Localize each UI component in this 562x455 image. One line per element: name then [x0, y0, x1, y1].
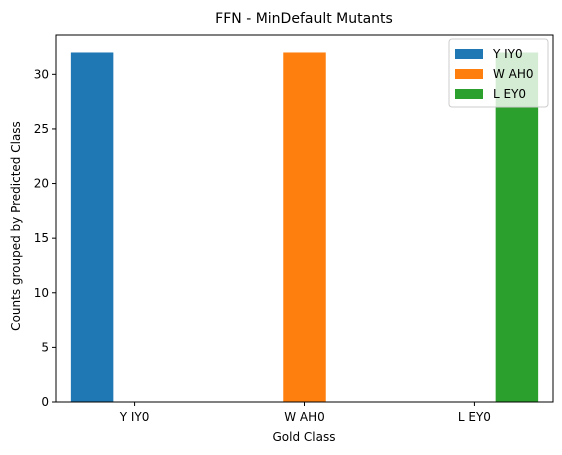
bar-y-iy0-0 — [70, 52, 114, 402]
y-tick-label: 10 — [34, 286, 49, 300]
plot-frame — [55, 34, 554, 403]
legend-swatch-2 — [455, 89, 483, 99]
legend-swatch-1 — [455, 69, 483, 79]
x-ticks-group: Y IY0 W AH0 L EY0 — [119, 402, 491, 424]
y-tick-label: 15 — [34, 231, 49, 245]
bars-group — [70, 52, 539, 402]
y-tick-label: 5 — [41, 340, 49, 354]
legend-swatch-0 — [455, 49, 483, 59]
y-axis-label: Counts grouped by Predicted Class — [9, 121, 23, 331]
legend-label-0: Y IY0 — [492, 47, 523, 61]
x-tick-label: L EY0 — [458, 410, 491, 424]
bar-w-ah0-1 — [283, 52, 326, 402]
x-tick-label: Y IY0 — [119, 410, 150, 424]
x-axis-label: Gold Class — [273, 430, 336, 444]
y-tick-label: 30 — [34, 67, 49, 81]
legend-label-2: L EY0 — [493, 87, 526, 101]
legend: Y IY0 W AH0 L EY0 — [448, 38, 549, 108]
legend-label-1: W AH0 — [493, 67, 534, 81]
y-ticks-group: 0 5 10 15 20 25 30 — [34, 67, 56, 409]
y-tick-label: 25 — [34, 122, 49, 136]
x-tick-label: W AH0 — [284, 410, 325, 424]
y-tick-label: 20 — [34, 177, 49, 191]
bar-l-ey0-2 — [495, 52, 539, 402]
chart-title: FFN - MinDefault Mutants — [215, 11, 393, 27]
y-tick-label: 0 — [41, 395, 49, 409]
